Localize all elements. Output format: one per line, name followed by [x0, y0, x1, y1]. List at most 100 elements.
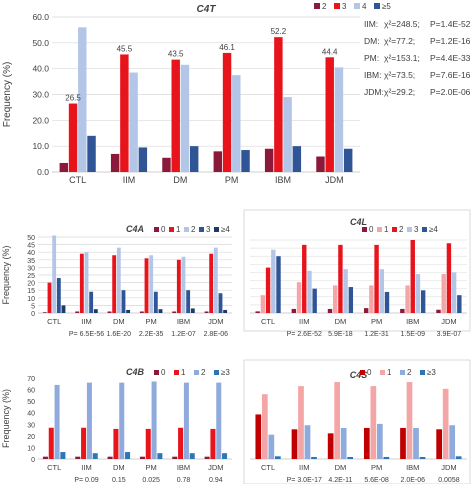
- legend-swatch: [199, 227, 204, 232]
- bar-c4a-jdm-s0: [204, 311, 209, 313]
- bar-c4b-jdm-s2: [216, 382, 222, 459]
- legend-label: 2: [407, 368, 412, 377]
- y-tick-label: 5: [31, 303, 35, 310]
- bar-c4s-pm-s3: [383, 456, 390, 459]
- legend-swatch: [334, 3, 340, 9]
- bar-c4a-dm-s3: [121, 290, 126, 313]
- legend-swatch: [314, 3, 320, 9]
- bar-c4t-ibm-s3: [292, 146, 302, 172]
- bar-c4l-ibm-s4: [420, 290, 426, 313]
- p-value-label: 2.2E-35: [139, 331, 164, 338]
- y-tick-label: 25: [27, 273, 35, 280]
- bar-c4b-pm-s0: [139, 456, 145, 459]
- bar-c4b-jdm-s0: [204, 456, 210, 459]
- bar-c4l-iim-s0: [291, 308, 297, 313]
- bar-c4l-pm-s0: [363, 308, 369, 313]
- bar-c4a-ctl-s0: [42, 312, 47, 313]
- bar-c4t-jdm-s2: [334, 67, 344, 172]
- p-value-label: 3.9E-07: [437, 331, 462, 338]
- p-value-label: P= 2.6E-52: [287, 331, 322, 338]
- bar-c4l-iim-s1: [296, 282, 302, 313]
- y-tick-label: 20: [27, 281, 35, 288]
- bar-c4l-iim-s4: [312, 288, 317, 313]
- legend-swatch: [374, 3, 380, 9]
- stat-p: P=1.4E-52: [430, 19, 471, 29]
- bar-c4a-ctl-s1: [47, 282, 52, 313]
- bar-c4t-ctl-s3: [87, 135, 96, 172]
- bar-c4s-ibm-s1: [406, 382, 413, 459]
- bar-c4t-iim-s3: [138, 147, 148, 172]
- bar-c4a-iim-s4: [93, 309, 98, 313]
- legend-label: 1: [176, 225, 181, 234]
- x-tick-label: CTL: [69, 175, 86, 185]
- stat-group: JDM:: [364, 87, 384, 97]
- y-tick-label: 10.0: [32, 141, 49, 151]
- p-value-label: 1.2E-31: [364, 331, 389, 338]
- bar-c4a-dm-s4: [126, 309, 131, 313]
- bar-c4a-ctl-s2: [52, 235, 57, 313]
- bar-c4t-ctl-s2: [78, 27, 87, 173]
- bar-c4b-ibm-s1: [178, 427, 184, 459]
- bar-c4t-iim-s1: [120, 54, 129, 173]
- p-value-label: 2.0E-06: [400, 477, 425, 484]
- bar-c4b-ibm-s2: [183, 382, 189, 459]
- bar-c4t-pm-s0: [213, 151, 223, 172]
- x-tick-label: JDM: [441, 463, 456, 472]
- x-tick-label: DM: [335, 463, 347, 472]
- bar-c4l-ctl-s4: [276, 256, 281, 313]
- bar-c4l-jdm-s3: [451, 272, 457, 313]
- stat-group: IBM:: [364, 70, 381, 80]
- p-value-label: P= 0.09: [74, 477, 98, 484]
- y-tick-label: 45: [27, 243, 35, 250]
- bar-c4b-jdm-s1: [210, 428, 216, 459]
- legend-label: ≥4: [429, 225, 438, 234]
- x-tick-label: IBM: [406, 463, 419, 472]
- p-value-label: 5.9E-18: [328, 331, 353, 338]
- bar-c4t-pm-s1: [222, 52, 232, 172]
- bar-c4a-jdm-s3: [218, 293, 223, 313]
- legend-label: 2: [322, 2, 327, 11]
- legend-label: ≥3: [427, 368, 436, 377]
- y-tick-label: 20.0: [32, 115, 49, 125]
- x-tick-label: CTL: [47, 317, 61, 326]
- y-tick-label: 60.0: [32, 12, 49, 22]
- p-value-label: 1.2E-07: [171, 331, 196, 338]
- legend-swatch: [420, 370, 425, 375]
- bar-c4b-dm-s3: [125, 452, 131, 459]
- bar-c4a-dm-s2: [116, 247, 121, 313]
- x-tick-label: PM: [146, 317, 157, 326]
- bar-c4t-ibm-s2: [283, 97, 292, 172]
- bar-c4a-iim-s2: [84, 252, 89, 313]
- bar-c4l-ibm-s2: [410, 240, 415, 313]
- bar-c4t-dm-s0: [162, 157, 171, 172]
- bar-c4s-ibm-s3: [419, 456, 426, 459]
- legend-label: 4: [362, 2, 367, 11]
- chart-title: C4L: [350, 217, 367, 227]
- x-tick-label: JDM: [325, 175, 344, 185]
- y-tick-label: 50.0: [32, 38, 49, 48]
- bar-c4s-pm-s0: [363, 427, 370, 459]
- x-tick-label: JDM: [208, 463, 223, 472]
- y-tick-label: 50: [27, 399, 35, 406]
- bar-c4b-pm-s1: [145, 428, 151, 459]
- legend-label: 3: [206, 225, 211, 234]
- legend-label: 2: [201, 368, 206, 377]
- legend-swatch: [360, 370, 365, 375]
- legend-swatch: [169, 227, 174, 232]
- legend-swatch: [154, 370, 159, 375]
- bar-c4l-dm-s4: [348, 287, 354, 313]
- bar-c4a-pm-s2: [149, 255, 154, 313]
- bar-c4t-pm-s2: [232, 75, 241, 172]
- legend-label: 1: [387, 368, 392, 377]
- y-tick-label: 40.0: [32, 64, 49, 74]
- y-tick-label: 0.0: [37, 167, 49, 177]
- bar-c4b-ctl-s1: [48, 427, 54, 459]
- p-value-label: 0.15: [112, 477, 126, 484]
- bar-c4b-ibm-s3: [189, 453, 195, 459]
- bar-c4l-jdm-s2: [446, 243, 452, 313]
- bar-c4s-ctl-s2: [268, 434, 275, 459]
- x-tick-label: CTL: [261, 463, 275, 472]
- bar-c4a-dm-s0: [107, 311, 112, 313]
- bar-c4l-ibm-s1: [405, 285, 410, 313]
- bar-c4a-ibm-s3: [186, 290, 191, 313]
